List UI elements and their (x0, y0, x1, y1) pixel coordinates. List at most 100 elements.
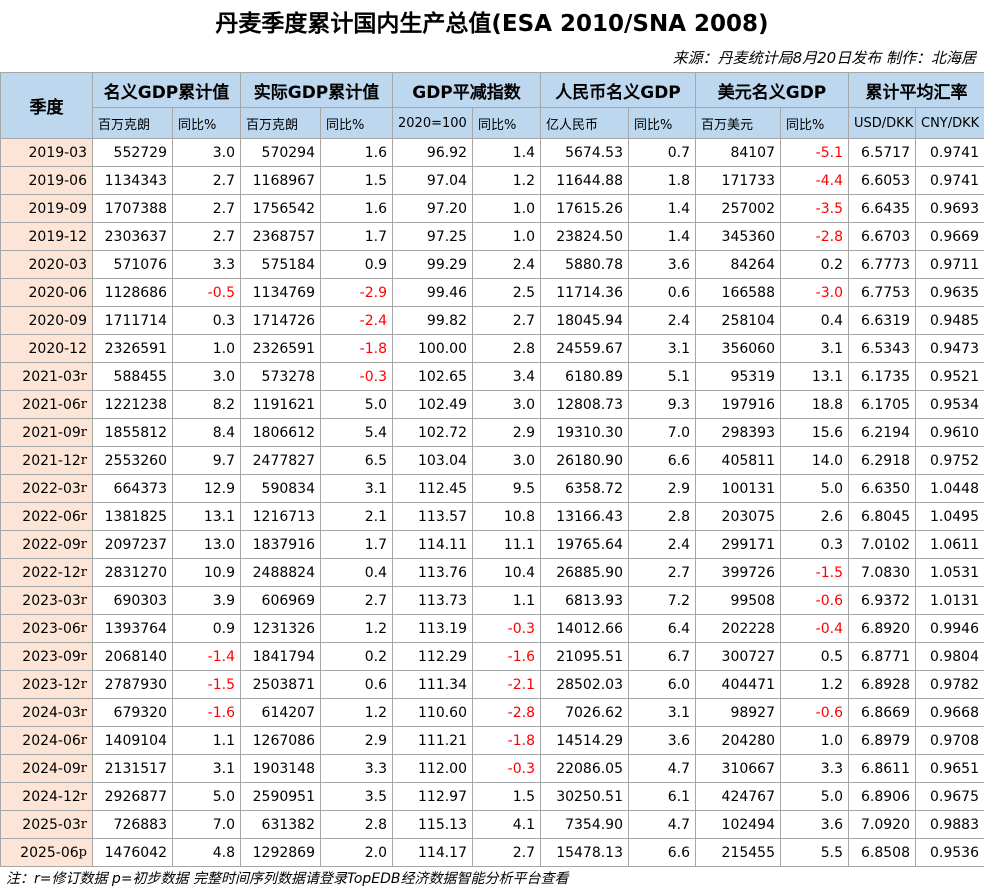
revision-marker: p (78, 844, 87, 860)
value-cell: 1.0495 (915, 502, 984, 531)
revision-marker: r (80, 424, 87, 440)
value-cell: 1707388 (92, 194, 173, 223)
value-cell: 690303 (92, 586, 173, 615)
value-cell: 2.7 (172, 222, 241, 251)
value-cell: -4.4 (780, 166, 849, 195)
value-cell: 2097237 (92, 530, 173, 559)
value-cell: -0.6 (780, 698, 849, 727)
value-cell: 3.5 (320, 782, 393, 811)
value-cell: 0.3 (172, 306, 241, 335)
data-row: 2024-06 r 1409104 1.1 1267086 2.9 111.21 -1.8 14… (0, 726, 984, 755)
value-cell: 1.0 (472, 194, 541, 223)
value-cell: 356060 (695, 334, 781, 363)
data-row: 2025-03 r 726883 7.0 631382 2.8 115.13 4.1 7354.… (0, 810, 984, 839)
value-cell: 9.7 (172, 446, 241, 475)
revision-marker: r (80, 732, 87, 748)
value-cell: 9.5 (472, 474, 541, 503)
data-row: 2020-06 1128686 -0.5 1134769 -2.9 99.46 2.5 117… (0, 278, 984, 307)
value-cell: 3.3 (172, 250, 241, 279)
value-cell: 14.0 (780, 446, 849, 475)
value-cell: 0.9741 (915, 166, 984, 195)
value-cell: 7.2 (628, 586, 696, 615)
data-row: 2022-06 r 1381825 13.1 1216713 2.1 113.57 10.8 1… (0, 502, 984, 531)
value-cell: 1381825 (92, 502, 173, 531)
value-cell: 115.13 (392, 810, 473, 839)
value-cell: 11714.36 (540, 278, 629, 307)
value-cell: 98927 (695, 698, 781, 727)
value-cell: 2.7 (320, 586, 393, 615)
value-cell: 1.5 (472, 782, 541, 811)
value-cell: 202228 (695, 614, 781, 643)
value-cell: 24559.67 (540, 334, 629, 363)
value-cell: -1.5 (172, 670, 241, 699)
value-cell: 405811 (695, 446, 781, 475)
value-cell: 6.6 (628, 838, 696, 867)
value-cell: 2.9 (628, 474, 696, 503)
value-cell: 5.0 (780, 474, 849, 503)
value-cell: 0.9651 (915, 754, 984, 783)
value-cell: 2488824 (240, 558, 321, 587)
value-cell: 9.3 (628, 390, 696, 419)
value-cell: 112.00 (392, 754, 473, 783)
unit-row: 百万克朗 同比% 百万克朗 同比% 2020=100 同比% 亿人民币 同比% 百万美元 同比% U… (1, 107, 984, 139)
value-cell: 6.7773 (848, 250, 916, 279)
value-cell: 0.9675 (915, 782, 984, 811)
value-cell: 2553260 (92, 446, 173, 475)
value-cell: 571076 (92, 250, 173, 279)
period-cell: 2021-03 r (0, 362, 93, 391)
value-cell: -0.3 (472, 754, 541, 783)
value-cell: 7.0102 (848, 530, 916, 559)
value-cell: 1231326 (240, 614, 321, 643)
value-cell: 103.04 (392, 446, 473, 475)
value-cell: 1.1 (172, 726, 241, 755)
value-cell: 23824.50 (540, 222, 629, 251)
value-cell: 0.9485 (915, 306, 984, 335)
value-cell: 3.0 (172, 138, 241, 167)
unit-header: 同比% (172, 107, 241, 139)
value-cell: 5.0 (780, 782, 849, 811)
value-cell: 3.6 (628, 250, 696, 279)
value-cell: 7.0 (172, 810, 241, 839)
value-cell: 96.92 (392, 138, 473, 167)
value-cell: -2.1 (472, 670, 541, 699)
value-cell: 12808.73 (540, 390, 629, 419)
value-cell: 1.0 (172, 334, 241, 363)
value-cell: 18045.94 (540, 306, 629, 335)
period-cell: 2020-09 (0, 306, 93, 335)
value-cell: 3.0 (472, 446, 541, 475)
value-cell: -2.8 (780, 222, 849, 251)
value-cell: 588455 (92, 362, 173, 391)
value-cell: -3.5 (780, 194, 849, 223)
value-cell: 0.7 (628, 138, 696, 167)
value-cell: 3.3 (320, 754, 393, 783)
source: 来源：丹麦统计局8月20日发布 制作：北海居 (672, 49, 976, 67)
period: 2024-06 (22, 732, 81, 749)
value-cell: 0.9 (172, 614, 241, 643)
value-cell: 2068140 (92, 642, 173, 671)
value-cell: 2.0 (320, 838, 393, 867)
value-cell: 28502.03 (540, 670, 629, 699)
period-cell: 2020-03 (0, 250, 93, 279)
value-cell: 2.8 (472, 334, 541, 363)
data-row: 2019-12 2303637 2.7 2368757 1.7 97.25 1.0 23824… (0, 222, 984, 251)
value-cell: 0.5 (780, 642, 849, 671)
value-cell: 2.8 (628, 502, 696, 531)
value-cell: 2.1 (320, 502, 393, 531)
value-cell: 102494 (695, 810, 781, 839)
value-cell: 1.6 (320, 194, 393, 223)
value-cell: 14012.66 (540, 614, 629, 643)
period-cell: 2022-03 r (0, 474, 93, 503)
revision-marker: r (80, 396, 87, 412)
value-cell: 2926877 (92, 782, 173, 811)
value-cell: 22086.05 (540, 754, 629, 783)
value-cell: -1.4 (172, 642, 241, 671)
value-cell: 84107 (695, 138, 781, 167)
value-cell: 110.60 (392, 698, 473, 727)
value-cell: 3.0 (172, 362, 241, 391)
period-cell: 2023-12 r (0, 670, 93, 699)
value-cell: 19310.30 (540, 418, 629, 447)
value-cell: 1.8 (628, 166, 696, 195)
value-cell: 1393764 (92, 614, 173, 643)
value-cell: 2503871 (240, 670, 321, 699)
value-cell: 6.5717 (848, 138, 916, 167)
